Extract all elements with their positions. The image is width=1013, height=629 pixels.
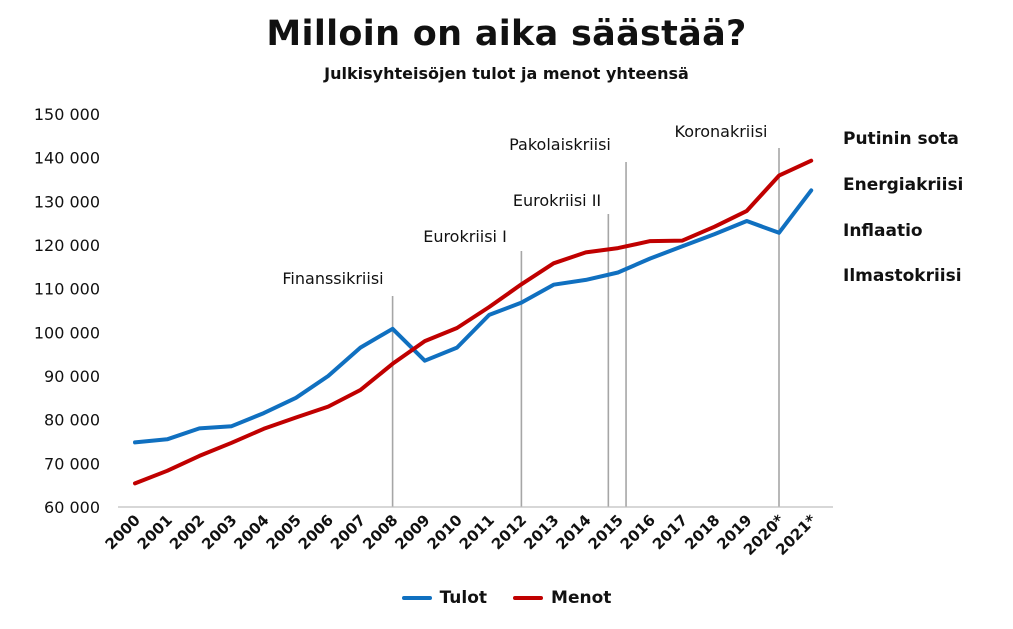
legend-label-tulot: Tulot [439, 588, 488, 608]
x-tick-label: 2001 [134, 511, 176, 553]
y-tick-label: 140 000 [34, 149, 100, 168]
chart-subtitle: Julkisyhteisöjen tulot ja menot yhteensä [324, 64, 689, 83]
y-tick-label: 90 000 [44, 367, 100, 386]
x-tick-label: 2011 [456, 511, 498, 553]
side-note-ilmastokriisi: Ilmastokriisi [843, 266, 962, 286]
event-label-2: Eurokriisi II [513, 191, 601, 210]
y-tick-label: 110 000 [34, 280, 100, 299]
event-label-4: Koronakriisi [675, 122, 768, 141]
y-tick-label: 70 000 [44, 454, 100, 473]
x-tick-label: 2004 [230, 511, 272, 553]
x-tick-label: 2015 [585, 511, 627, 553]
y-tick-label: 80 000 [44, 411, 100, 430]
y-tick-label: 100 000 [34, 323, 100, 342]
x-tick-label: 2000 [102, 511, 144, 553]
event-label-0: Finanssikriisi [282, 269, 383, 288]
series-line-menot [133, 158, 814, 486]
x-tick-label: 2014 [552, 511, 594, 553]
x-tick-label: 2012 [488, 511, 530, 553]
y-tick-label: 150 000 [34, 105, 100, 124]
event-label-3: Pakolaiskriisi [509, 135, 611, 154]
x-tick-label: 2016 [617, 511, 659, 553]
x-tick-label: 2006 [295, 511, 337, 553]
legend-item-tulot: Tulot [401, 588, 488, 608]
x-tick-label: 2007 [327, 511, 369, 553]
legend-swatch-menot [513, 596, 544, 600]
chart-title: Milloin on aika säästää? [266, 14, 747, 54]
side-note-putinin-sota: Putinin sota [843, 129, 959, 149]
legend-label-menot: Menot [551, 588, 612, 608]
legend-item-menot: Menot [513, 588, 611, 608]
x-tick-label: 2017 [649, 511, 691, 553]
x-tick-label: 2008 [359, 511, 401, 553]
event-lines [391, 148, 780, 507]
x-tick-label: 2003 [198, 511, 240, 553]
legend-swatch-tulot [401, 596, 432, 600]
x-tick-label: 2002 [166, 511, 208, 553]
series-lines [133, 158, 814, 486]
x-tick-label: 2018 [681, 511, 723, 553]
series-line-tulot [133, 188, 814, 445]
x-tick-label: 2013 [520, 511, 562, 553]
y-tick-label: 120 000 [34, 236, 100, 255]
side-note-energiakriisi: Energiakriisi [843, 175, 964, 195]
x-tick-label: 2009 [391, 511, 433, 553]
event-labels: Finanssikriisi Eurokriisi I Eurokriisi II P… [282, 122, 767, 288]
x-axis-ticks: 2000200120022003200420052006200720082009… [102, 511, 821, 559]
x-tick-label: 2005 [263, 511, 305, 553]
event-label-1: Eurokriisi I [423, 227, 507, 246]
y-tick-label: 60 000 [44, 498, 100, 517]
x-tick-label: 2010 [424, 511, 466, 553]
y-axis-ticks: 60 000 70 000 80 000 90 000 100 000 110 000 12… [34, 105, 100, 517]
side-note-inflaatio: Inflaatio [843, 221, 923, 241]
chart-legend: Tulot Menot [0, 588, 1013, 608]
y-tick-label: 130 000 [34, 192, 100, 211]
